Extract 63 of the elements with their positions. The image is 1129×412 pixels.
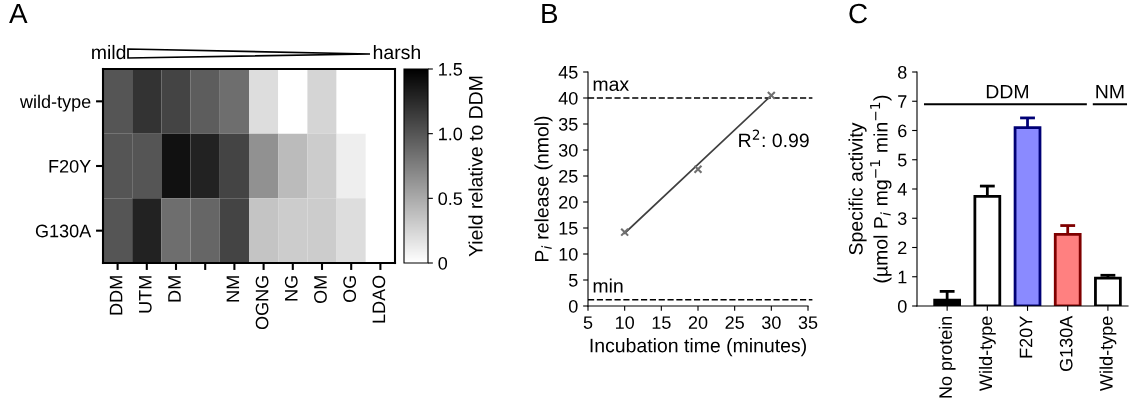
y-tick-label: 8: [898, 65, 907, 79]
text: B: [542, 3, 558, 24]
x-tick-label: 35: [798, 316, 818, 329]
point: [693, 164, 703, 174]
text: C: [849, 3, 867, 24]
color-bar-label: 0: [438, 256, 448, 270]
text: A: [9, 3, 28, 24]
x-tick-label: 30: [761, 316, 781, 329]
y-tick-label: 6: [898, 124, 907, 138]
point: [766, 90, 776, 100]
y-tick-label: 7: [898, 95, 907, 108]
x-tick-label: DDM: [109, 276, 123, 315]
point: [620, 227, 630, 237]
x-axis-title: Incubation time (minutes): [590, 338, 806, 357]
y-tick-label: wild-type: [19, 94, 91, 112]
annotation: NM: [1096, 84, 1124, 99]
y-tick-label: 15: [559, 222, 578, 235]
text: mild: [92, 44, 126, 60]
y-tick-label: 25: [559, 169, 578, 183]
y-tick-label: 35: [558, 117, 578, 131]
y-tick-label: G130A: [35, 224, 92, 238]
color-bar-title: Yield relative to DDM: [468, 76, 483, 257]
y-tick-label: 30: [558, 143, 578, 157]
y-axis-title: P$_{i}$ release (nmol): [534, 116, 553, 261]
x-tick-label: No protein: [938, 316, 956, 398]
x-tick-label: 15: [652, 316, 671, 329]
y-axis-title: Specific activity (µmol P$_{i}$ mg$^{−1}$ min$^{−1}$): [848, 95, 892, 283]
color-bar-label: 0.5: [438, 192, 463, 206]
y-tick-label: 10: [559, 247, 578, 261]
y-tick-label: 40: [558, 91, 578, 105]
x-tick-label: UTM: [139, 276, 152, 313]
x-tick-label: 20: [688, 316, 708, 329]
color-bar-label: 1.0: [439, 127, 463, 141]
x-tick-label: G130A: [1059, 315, 1073, 372]
x-tick-label: Wild-type: [1099, 316, 1117, 391]
y-tick-label: F20Y: [49, 159, 91, 173]
x-tick-label: F20Y: [1019, 316, 1033, 358]
y-tick-label: 3: [897, 212, 907, 225]
color-bar-label: 1.5: [439, 63, 463, 76]
y-tick-label: 0: [568, 299, 578, 313]
y-tick-label: 5: [897, 153, 907, 167]
y-tick-label: 1: [898, 270, 907, 284]
x-tick-label: Wild-type: [978, 316, 996, 391]
x-tick-label: NG: [284, 276, 298, 301]
text: harsh: [373, 44, 420, 60]
annotation: R$^{2}$: 0.99: [739, 129, 809, 148]
ref-line-label: min: [593, 278, 623, 293]
y-tick-label: 4: [897, 183, 907, 196]
x-tick-label: 25: [725, 316, 744, 329]
x-tick-label: LDAO: [372, 275, 386, 323]
y-tick-label: 20: [559, 195, 578, 209]
y-tick-label: 45: [558, 66, 578, 79]
x-tick-label: DM: [168, 276, 181, 302]
x-tick-label: NM: [226, 276, 240, 302]
x-tick-label: OGNG: [255, 276, 269, 330]
annotation: DDM: [986, 84, 1028, 99]
ref-line-label: max: [593, 80, 629, 92]
y-tick-label: 0: [897, 299, 907, 313]
x-tick-label: OM: [314, 276, 327, 304]
y-tick-label: 2: [898, 241, 907, 255]
x-tick-label: OG: [343, 276, 357, 303]
x-tick-label: 10: [616, 316, 634, 329]
x-tick-label: 5: [583, 316, 593, 329]
